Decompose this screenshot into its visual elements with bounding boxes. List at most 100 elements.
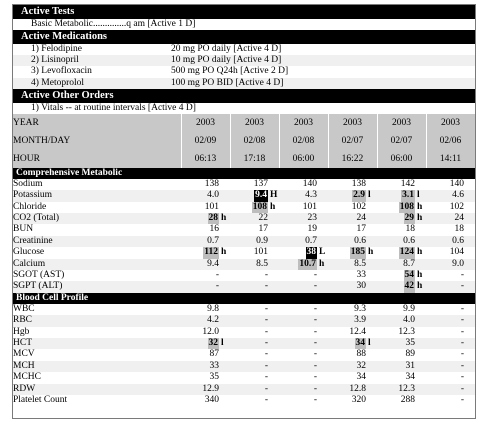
result-value: 0.9	[256, 235, 268, 246]
result-value: -	[313, 270, 317, 280]
result-row[interactable]: WBC 9.8 - - 9.3 9.9 -	[13, 304, 475, 315]
medication-row[interactable]: 1) Felodipine 20 mg PO daily [Active 4 D]	[13, 44, 475, 55]
result-cell: 142	[377, 179, 426, 190]
result-name: Creatinine	[13, 235, 181, 248]
result-row[interactable]: Hgb 12.0 - - 12.4 12.3 -	[13, 327, 475, 338]
medication-name: 3) Levofloxacin	[31, 66, 92, 77]
result-value: 22	[258, 212, 269, 223]
abnormal-value: 112	[203, 247, 219, 259]
result-value: -	[460, 326, 464, 337]
result-cell: -	[230, 383, 279, 396]
result-value: 12.4	[349, 326, 366, 337]
result-cell: 35	[377, 338, 426, 350]
result-name: WBC	[13, 303, 35, 314]
result-value: 138	[204, 178, 219, 189]
result-cell: 32	[328, 360, 377, 373]
result-cell: 34	[377, 372, 426, 383]
result-cell: -	[230, 327, 279, 338]
result-cell: 0.7	[181, 235, 230, 248]
header-value: 14:11	[426, 149, 475, 168]
result-value: 9.8	[207, 303, 219, 314]
result-flag: h	[221, 212, 227, 223]
result-name: CO2 (Total)	[13, 212, 181, 225]
result-name: RDW	[13, 383, 181, 396]
result-cell: 102	[426, 202, 475, 213]
abnormal-value: 3.1	[401, 190, 415, 202]
result-flag: h	[417, 281, 423, 292]
header-label: HOUR	[13, 149, 182, 168]
result-cell: -	[426, 304, 475, 315]
result-row[interactable]: SGOT (AST) - - - 33 54 h -	[13, 270, 475, 282]
result-flag: h	[417, 270, 423, 280]
result-cell: -	[426, 383, 475, 396]
result-cell: 35	[181, 372, 230, 383]
result-row[interactable]: MCH 33 - - 32 31 -	[13, 360, 475, 373]
result-cell: 28 h	[181, 212, 230, 225]
result-value: -	[313, 338, 317, 349]
result-value: 30	[356, 281, 367, 292]
result-cell: 108 h	[377, 201, 426, 213]
result-cell: -	[230, 360, 279, 373]
result-cell: 18	[377, 224, 426, 235]
result-cell: 8.5	[230, 258, 279, 270]
result-name: Platelet Count	[13, 395, 68, 406]
medication-row[interactable]: 4) Metoprolol 100 mg PO BID [Active 4 D]	[13, 77, 475, 89]
result-row[interactable]: CO2 (Total) 28 h 22 23 24 29 h 24	[13, 212, 475, 225]
result-row[interactable]: Calcium 9.4 8.5 10.7 h 8.5 8.7 9.0	[13, 258, 475, 270]
header-label: YEAR	[13, 113, 182, 132]
header-label: MONTH/DAY	[13, 131, 182, 150]
result-cell: 138	[328, 179, 377, 190]
result-row[interactable]: SGPT (ALT) - - - 30 42 h -	[13, 281, 475, 293]
abnormal-value: 34	[354, 338, 366, 350]
result-value: 4.3	[305, 190, 317, 201]
result-row[interactable]: Platelet Count 340 - - 320 288 -	[13, 395, 475, 406]
result-cell: -	[230, 372, 279, 383]
result-value: 102	[449, 201, 464, 212]
other-order-item[interactable]: 1) Vitals -- at routine intervals [Activ…	[31, 102, 196, 113]
critical-value: 38	[305, 247, 317, 259]
result-flag: h	[319, 258, 325, 269]
medication-dose: 20 mg PO daily [Active 4 D]	[171, 44, 282, 54]
result-row[interactable]: Potassium 4.0 9.4 H 4.3 2.9 l 3.1 l 4.6	[13, 190, 475, 202]
result-cell: -	[230, 281, 279, 293]
result-row[interactable]: HCT 32 l - -34 l 35-	[13, 338, 475, 350]
result-cell: -	[426, 270, 475, 281]
result-row[interactable]: Chloride 101 108 h 101 102 108 h 102	[13, 201, 475, 213]
result-value: 0.7	[207, 235, 219, 246]
result-cell: 138	[181, 179, 230, 190]
medication-dose: 100 mg PO BID [Active 4 D]	[171, 77, 284, 88]
result-value: 12.9	[202, 383, 219, 394]
result-row[interactable]: Creatinine 0.7 0.9 0.7 0.6 0.6 0.6	[13, 235, 475, 248]
result-value: 101	[204, 201, 219, 212]
result-row[interactable]: RBC 4.2 - - 3.9 4.0 -	[13, 315, 475, 327]
result-row[interactable]: Sodium 138 137 140 138 142 140	[13, 179, 475, 190]
result-value: 9.9	[403, 303, 415, 314]
abnormal-value: 28	[207, 212, 219, 225]
header-value: 02/08	[279, 131, 329, 150]
result-row[interactable]: BUN 16 17 19 17 18 18	[13, 224, 475, 235]
header-value: 2003	[230, 113, 280, 132]
result-value: 8.5	[256, 258, 268, 269]
result-value: -	[313, 372, 317, 383]
result-row[interactable]: MCV 87 - - 88 89 -	[13, 349, 475, 360]
medication-row[interactable]: 3) Levofloxacin 500 mg PO Q24h [Active 2 …	[13, 66, 475, 77]
result-cell: 101	[181, 202, 230, 213]
result-row[interactable]: Glucose 112 h 101 38 L 185 h 124 h 104	[13, 247, 475, 259]
result-flag: h	[221, 247, 227, 258]
result-cell: 0.6	[328, 235, 377, 248]
result-cell: 4.6	[426, 190, 475, 202]
result-cell: 8.5	[328, 258, 377, 270]
abnormal-value: 108	[251, 201, 268, 213]
section-title: Comprehensive Metabolic	[13, 167, 475, 179]
result-value: -	[313, 315, 317, 326]
result-value: -	[460, 349, 464, 360]
active-test-item[interactable]: Basic Metabolic..............q am [Activ…	[31, 19, 196, 29]
result-cell: -	[230, 315, 279, 327]
result-value: -	[460, 372, 464, 383]
result-row[interactable]: MCHC 35 - - 34 34 -	[13, 372, 475, 383]
result-value: 33	[209, 360, 220, 371]
medication-row[interactable]: 2) Lisinopril 10 mg PO daily [Active 4 D]	[13, 55, 475, 67]
result-cell: 34 l	[328, 338, 377, 350]
result-row[interactable]: RDW 12.9 - - 12.8 12.3 -	[13, 383, 475, 396]
result-flag: h	[417, 201, 423, 212]
